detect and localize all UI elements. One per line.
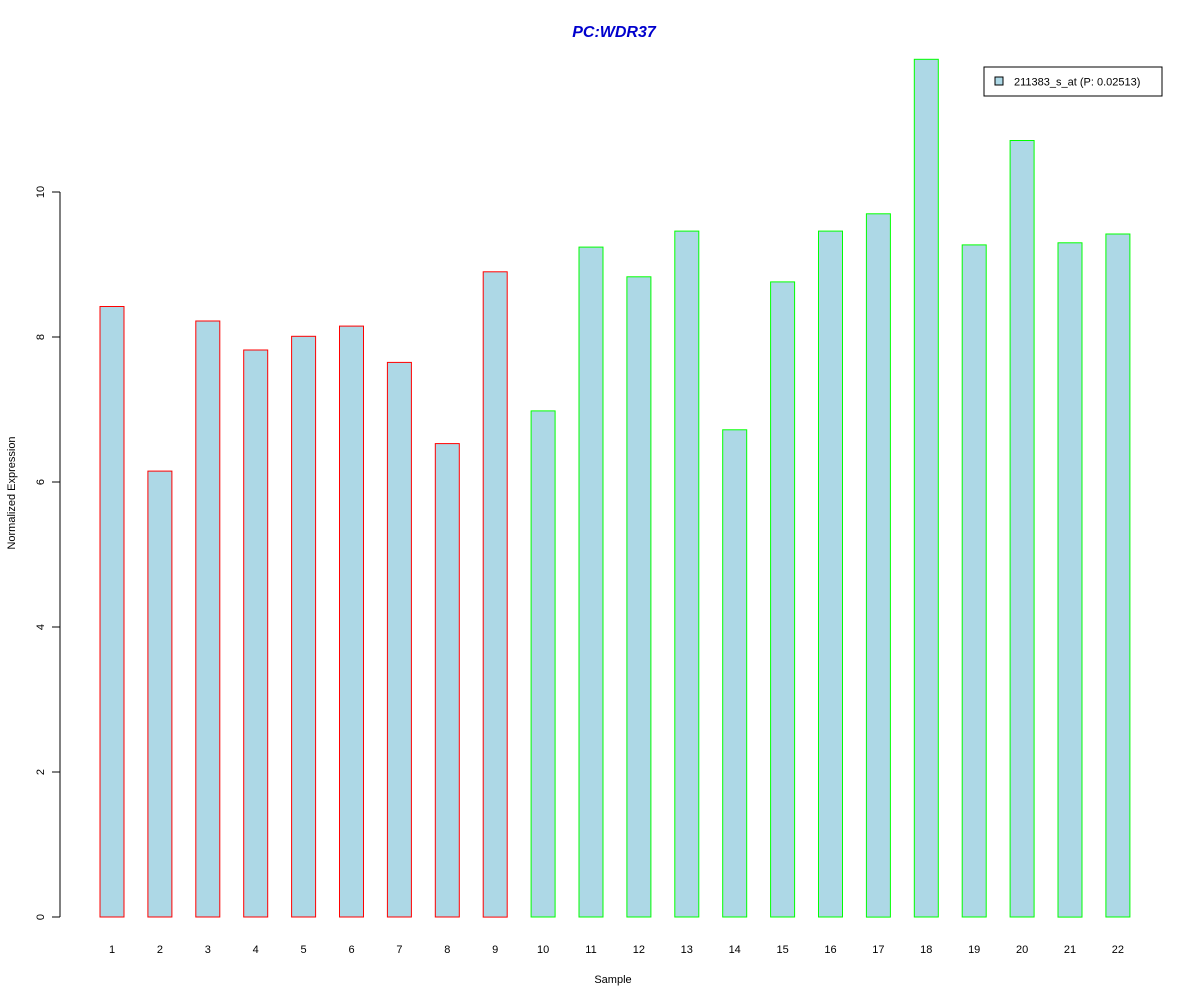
legend-swatch [994,76,1004,86]
x-tick-label: 21 [1064,944,1076,956]
bar-sample-10 [530,410,556,918]
x-tick-label: 18 [920,944,932,956]
bar-sample-20 [1009,140,1035,918]
x-tick-label: 6 [348,944,354,956]
bar-sample-1 [99,306,125,918]
y-tick-label: 8 [35,334,47,340]
bar-sample-2 [147,470,173,918]
x-tick-label: 3 [205,944,211,956]
legend-entry: 211383_s_at (P: 0.02513) [1014,77,1140,89]
x-tick-label: 8 [444,944,450,956]
chart-title: PC:WDR37 [572,24,657,41]
bars [99,58,1131,918]
y-tick-label: 10 [35,186,47,198]
x-tick-label: 12 [633,944,645,956]
bar-sample-17 [865,213,891,918]
bar-sample-11 [578,246,604,918]
x-tick-label: 20 [1016,944,1028,956]
bar-sample-9 [482,271,508,918]
y-tick-label: 4 [35,624,47,630]
bar-sample-21 [1057,242,1083,918]
y-axis-label: Normalized Expression [6,436,18,549]
x-tick-label: 13 [681,944,693,956]
bar-sample-19 [961,244,987,918]
x-tick-label: 11 [585,944,596,956]
legend: 211383_s_at (P: 0.02513) [983,66,1163,97]
y-tick-label: 2 [35,769,47,775]
x-axis-label: Sample [594,974,631,986]
bar-sample-4 [243,349,269,918]
bar-sample-5 [291,335,317,918]
bar-sample-13 [674,230,700,918]
x-tick-label: 10 [537,944,549,956]
bar-sample-12 [626,276,652,918]
x-tick-label: 7 [396,944,402,956]
x-tick-label: 15 [776,944,788,956]
bar-sample-7 [386,361,412,918]
bar-sample-18 [913,58,939,918]
x-tick-label: 1 [109,944,115,956]
bar-sample-14 [722,429,748,918]
x-tick-label: 5 [301,944,307,956]
y-tick-label: 0 [35,914,47,920]
x-tick-label: 17 [872,944,884,956]
bar-sample-8 [434,443,460,918]
y-tick-label: 6 [35,479,47,485]
bar-sample-16 [818,230,843,918]
bar-sample-15 [770,281,796,918]
bar-sample-6 [339,325,364,918]
legend-box [983,66,1163,97]
x-tick-label: 19 [968,944,980,956]
bar-sample-3 [195,320,221,918]
x-tick-label: 16 [824,944,836,956]
y-axis: 0 2 4 6 8 10 [35,186,61,920]
x-tick-label: 14 [729,944,741,956]
x-tick-label: 22 [1112,944,1124,956]
x-tick-label: 9 [492,944,498,956]
x-tick-labels: 1 2 3 4 5 6 7 8 9 10 11 12 13 14 15 16 17 18 19 20 21 22 [109,944,1124,956]
bar-sample-22 [1105,233,1131,918]
x-tick-label: 4 [253,944,259,956]
x-tick-label: 2 [157,944,163,956]
